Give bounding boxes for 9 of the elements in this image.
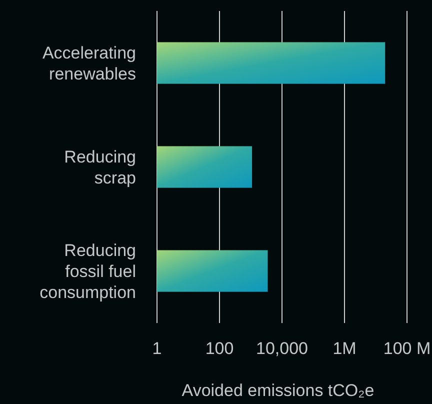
x-axis-title: Avoided emissions tCO₂e: [182, 381, 374, 400]
x-tick-label: 100 M: [383, 339, 431, 358]
x-tick-label: 10,000: [256, 339, 308, 358]
y-tick-label: Reducing scrap: [64, 148, 136, 188]
x-tick-label: 100: [205, 339, 234, 358]
x-tick-label: 1: [152, 339, 162, 358]
y-tick-label: Reducing fossil fuel consumption: [40, 241, 136, 302]
x-tick-label: 1M: [332, 339, 356, 358]
y-tick-label: Accelerating renewables: [42, 44, 136, 84]
